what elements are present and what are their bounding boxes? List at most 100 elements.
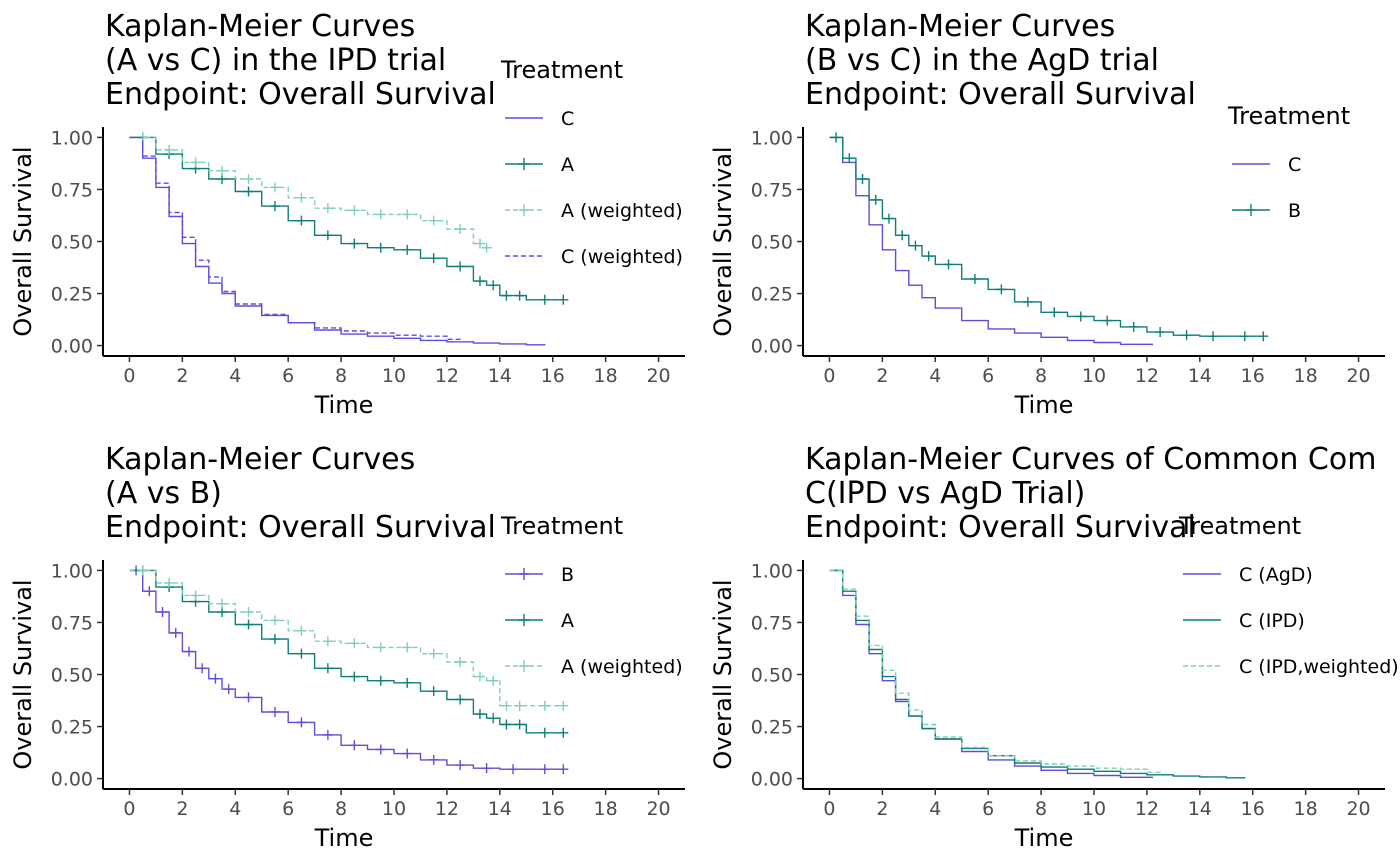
censor-mark	[243, 619, 254, 630]
censor-mark	[539, 727, 550, 738]
censor-mark	[514, 290, 525, 301]
censor-mark	[969, 273, 980, 284]
y-tick-label: 0.00	[51, 336, 93, 358]
x-tick-label: 14	[1188, 365, 1212, 387]
legend-label: C (IPD)	[1239, 610, 1305, 632]
y-tick-label: 0.50	[51, 232, 93, 254]
censor-mark	[455, 760, 466, 771]
x-tick-label: 16	[1241, 365, 1265, 387]
y-axis-title: Overall Survival	[9, 146, 37, 336]
censor-mark	[1239, 331, 1250, 342]
censor-mark	[844, 153, 855, 164]
censor-mark	[539, 764, 550, 775]
y-axis-title: Overall Survival	[709, 146, 737, 336]
censor-mark	[296, 215, 307, 226]
censor-mark	[1155, 327, 1166, 338]
censor-mark	[1075, 311, 1086, 322]
x-tick-label: 12	[435, 365, 459, 387]
censor-mark	[514, 700, 525, 711]
censor-mark	[474, 238, 485, 249]
censor-mark	[428, 215, 439, 226]
censor-mark	[488, 713, 499, 724]
chart-title-line: Kaplan-Meier Curves	[105, 442, 415, 477]
y-tick-label: 0.00	[751, 336, 793, 358]
y-tick-label: 0.50	[751, 665, 793, 687]
censor-mark	[190, 157, 201, 168]
censor-mark	[514, 719, 525, 730]
legend-label: C (IPD,weighted)	[1239, 656, 1399, 678]
y-tick-label: 0.00	[51, 769, 93, 791]
censor-mark	[349, 205, 360, 216]
legend-key-mark	[519, 614, 529, 626]
x-tick-label: 8	[335, 798, 347, 820]
censor-mark	[296, 717, 307, 728]
censor-mark	[428, 648, 439, 659]
legend-label: A (weighted)	[561, 200, 683, 222]
y-tick-label: 0.00	[751, 769, 793, 791]
y-tick-label: 1.00	[751, 127, 793, 149]
censor-mark	[558, 294, 569, 305]
x-axis-title: Time	[314, 824, 374, 852]
censor-mark	[322, 230, 333, 241]
x-tick-label: 20	[646, 365, 670, 387]
censor-mark	[375, 242, 386, 253]
censor-mark	[1181, 330, 1192, 341]
censor-mark	[455, 694, 466, 705]
x-tick-label: 20	[1346, 365, 1370, 387]
legend-key-mark	[519, 660, 529, 672]
legend-label: C	[1288, 154, 1301, 176]
censor-mark	[996, 284, 1007, 295]
legend-key-mark	[519, 158, 529, 170]
y-tick-label: 0.25	[751, 284, 793, 306]
y-axis-title: Overall Survival	[9, 579, 37, 769]
x-tick-label: 6	[282, 798, 294, 820]
censor-mark	[481, 242, 492, 253]
censor-mark	[349, 638, 360, 649]
y-tick-label: 0.25	[751, 717, 793, 739]
censor-mark	[474, 671, 485, 682]
censor-mark	[539, 700, 550, 711]
censor-mark	[923, 251, 934, 262]
x-tick-label: 4	[929, 365, 941, 387]
chart-title-line: (B vs C) in the AgD trial	[805, 43, 1159, 78]
x-tick-label: 16	[1241, 798, 1265, 820]
x-tick-label: 10	[1082, 798, 1106, 820]
legend-label: B	[561, 564, 574, 586]
censor-mark	[455, 261, 466, 272]
series-line	[829, 136, 1264, 337]
censor-mark	[197, 663, 208, 674]
legend-title: Treatment	[500, 512, 623, 540]
censor-mark	[349, 671, 360, 682]
y-tick-label: 1.00	[751, 560, 793, 582]
censor-mark	[375, 675, 386, 686]
x-tick-label: 0	[823, 365, 835, 387]
censor-mark	[501, 290, 512, 301]
legend-key-mark	[519, 204, 529, 216]
censor-mark	[508, 764, 519, 775]
censor-mark	[1102, 315, 1113, 326]
x-tick-label: 10	[1082, 365, 1106, 387]
x-tick-label: 20	[646, 798, 670, 820]
censor-mark	[943, 259, 954, 270]
censor-mark	[539, 294, 550, 305]
chart-panel-3: Kaplan-Meier Curves(A vs B)Endpoint: Ove…	[9, 442, 685, 852]
censor-mark	[558, 700, 569, 711]
censor-mark	[144, 586, 155, 597]
censor-mark	[164, 144, 175, 155]
x-tick-label: 20	[1346, 798, 1370, 820]
legend-key	[505, 614, 543, 626]
x-tick-label: 8	[1035, 365, 1047, 387]
chart-title-line: C(IPD vs AgD Trial)	[805, 476, 1085, 511]
x-tick-label: 12	[435, 798, 459, 820]
x-tick-label: 18	[1294, 365, 1318, 387]
x-tick-label: 6	[982, 365, 994, 387]
y-tick-label: 1.00	[51, 127, 93, 149]
y-tick-label: 0.25	[51, 717, 93, 739]
censor-mark	[157, 607, 168, 618]
censor-mark	[269, 634, 280, 645]
censor-mark	[322, 663, 333, 674]
censor-mark	[243, 692, 254, 703]
chart-title-line: Endpoint: Overall Survival	[805, 77, 1196, 112]
chart-title-line: Endpoint: Overall Survival	[105, 510, 496, 545]
